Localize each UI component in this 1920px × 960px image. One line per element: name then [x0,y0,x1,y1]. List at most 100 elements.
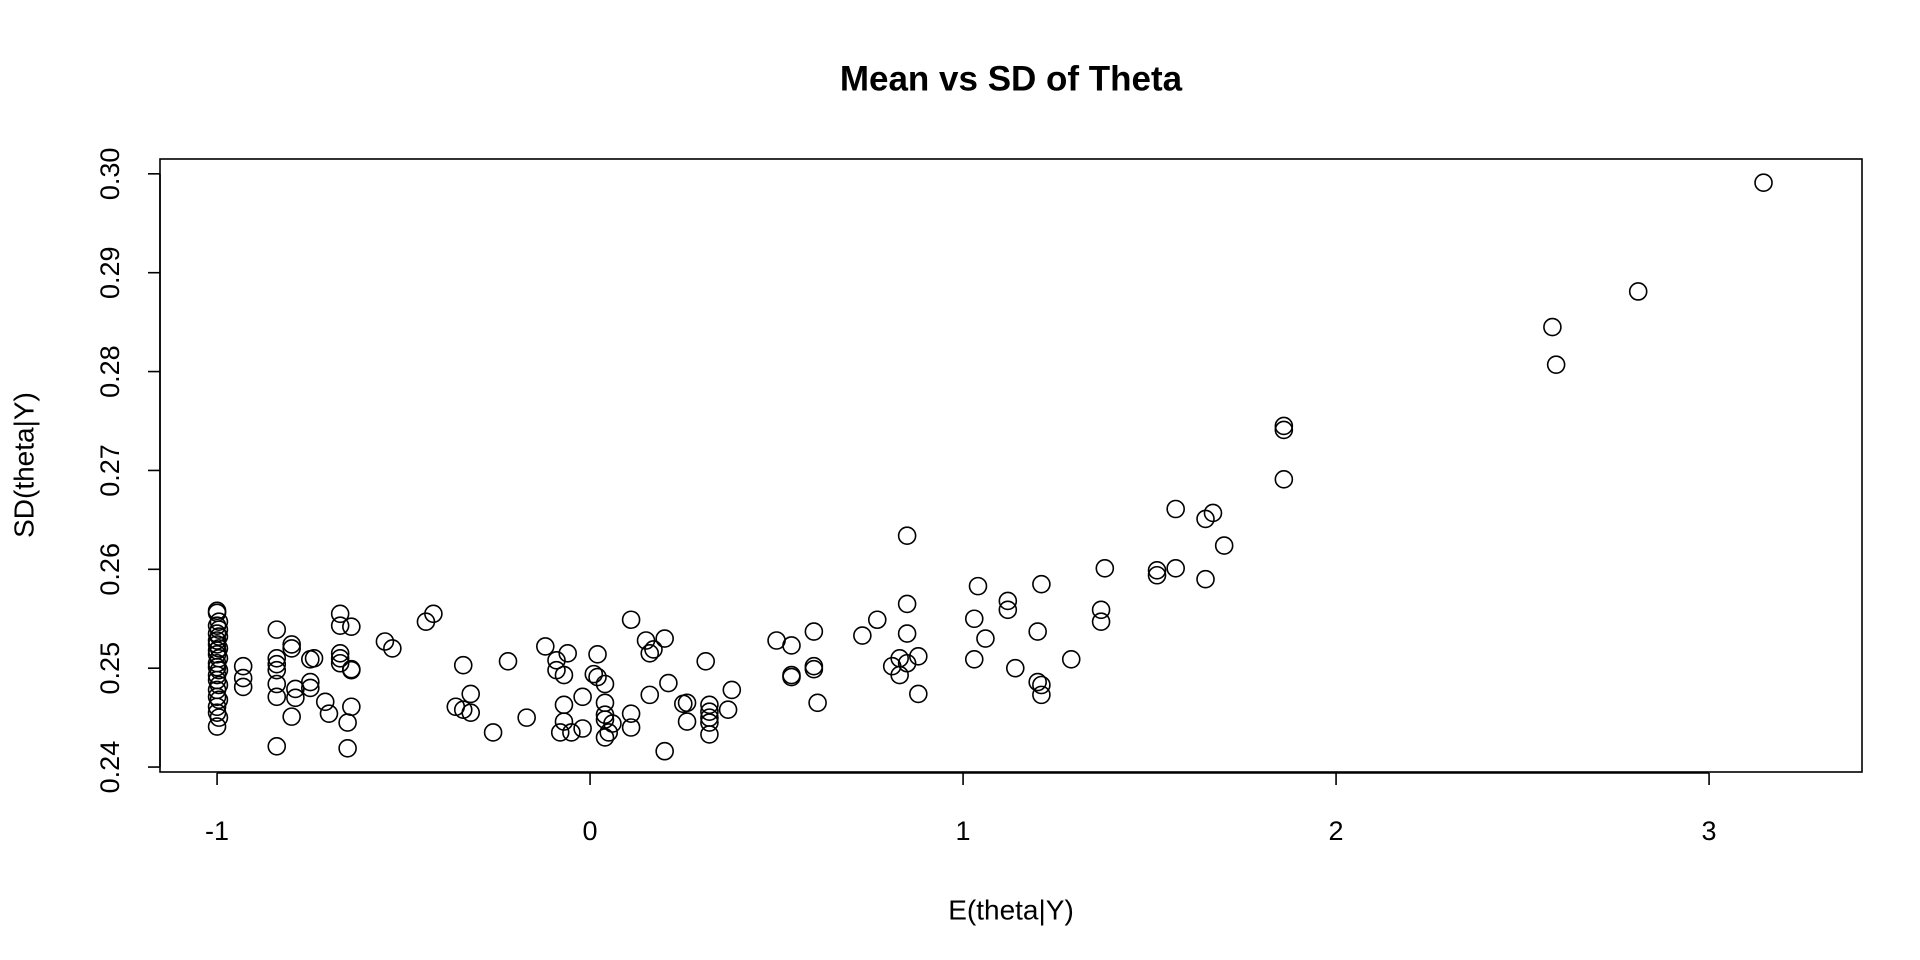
data-point [897,594,917,614]
data-point [584,664,604,684]
data-point [1754,173,1773,193]
data-point [700,702,719,721]
data-point [498,651,518,671]
data-point [1166,559,1185,578]
data-point [640,644,660,663]
data-point [319,704,339,723]
data-point [233,668,253,688]
data-point [976,629,995,648]
data-point [461,703,481,722]
data-point [517,708,536,727]
data-point [453,655,473,675]
data-point [550,723,570,742]
data-point [696,651,715,671]
data-point [804,659,824,679]
data-point [659,673,678,693]
data-point [330,616,350,635]
data-point [1274,470,1294,489]
data-point [536,637,555,656]
data-point [964,609,984,629]
y-tick-label: 0.27 [95,444,125,497]
data-point [1091,612,1111,632]
y-tick-label: 0.30 [95,148,125,201]
data-point [547,650,566,670]
data-point [621,610,641,630]
data-point [700,713,719,732]
data-point [267,648,287,668]
data-point [286,688,305,708]
data-point [207,717,227,736]
data-point [867,610,887,630]
data-point [207,687,227,707]
x-axis-title: E(theta|Y) [948,894,1074,925]
data-point [207,665,227,685]
y-tick-label: 0.25 [95,642,125,695]
data-point [267,674,287,694]
data-point [383,639,402,658]
data-point [342,660,361,680]
y-axis-title: SD(theta|Y) [8,392,39,538]
data-point [558,644,577,663]
data-point [1214,536,1234,555]
y-tick-label: 0.26 [95,543,125,596]
data-point [573,687,592,707]
x-tick-label: 0 [583,816,598,846]
data-point [207,697,227,717]
data-point [909,647,928,666]
data-point [804,622,824,641]
data-point [304,648,324,668]
data-point [808,693,827,713]
data-point [483,723,503,742]
data-point [267,736,287,756]
data-point [330,653,350,673]
data-point [1147,565,1167,585]
data-point [1196,569,1215,589]
data-point [644,640,663,659]
data-point [655,741,674,761]
data-point [677,712,697,731]
data-point [330,604,350,624]
data-point [301,672,320,692]
data-point [964,649,984,669]
data-point [700,725,719,744]
data-point [1147,561,1167,580]
data-point [267,620,287,639]
y-tick-label: 0.28 [95,345,125,398]
data-point [282,639,301,658]
data-point [554,665,574,685]
data-point [897,653,917,673]
data-point [998,600,1018,620]
data-point [897,624,917,643]
data-point [233,677,253,697]
data-point [909,684,928,704]
data-point [603,714,622,733]
x-tick-label: 3 [1702,816,1717,846]
data-point [640,685,660,705]
data-point [209,708,229,727]
data-point [424,604,443,624]
data-point [1032,685,1051,705]
data-point [588,645,607,664]
data-point [621,718,641,737]
data-point [595,674,615,694]
data-point [207,657,227,677]
data-point [1274,416,1294,436]
data-point [207,631,227,650]
data-point [1091,600,1111,620]
data-point [1061,649,1081,669]
data-point [338,713,357,732]
chart-title: Mean vs SD of Theta [840,59,1183,98]
data-point [267,660,287,680]
data-point [1032,675,1051,695]
data-point [782,667,801,687]
data-point [655,629,674,648]
data-point [1628,282,1648,301]
data-point [621,704,641,723]
data-point [782,636,801,655]
data-point [677,693,697,713]
data-point [282,707,301,726]
data-point [588,667,607,687]
data-point [342,617,361,636]
